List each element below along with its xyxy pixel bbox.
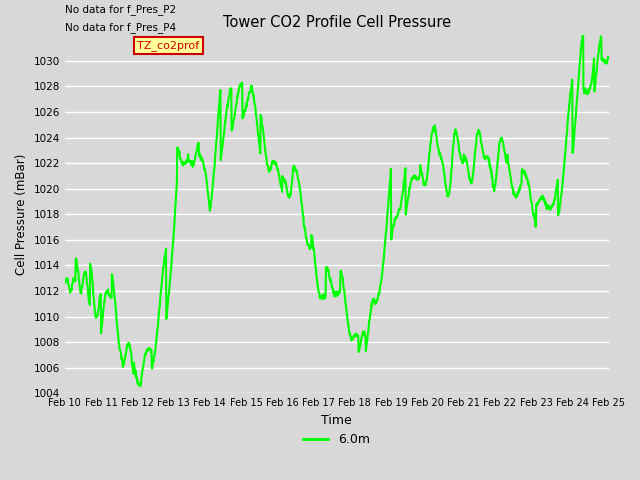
Legend: 6.0m: 6.0m <box>298 428 375 451</box>
Text: No data for f_Pres_P2: No data for f_Pres_P2 <box>65 4 176 15</box>
Y-axis label: Cell Pressure (mBar): Cell Pressure (mBar) <box>15 154 28 275</box>
Text: TZ_co2prof: TZ_co2prof <box>138 40 200 51</box>
X-axis label: Time: Time <box>321 414 352 427</box>
Text: No data for f_Pres_P4: No data for f_Pres_P4 <box>65 22 176 33</box>
Title: Tower CO2 Profile Cell Pressure: Tower CO2 Profile Cell Pressure <box>223 15 451 30</box>
